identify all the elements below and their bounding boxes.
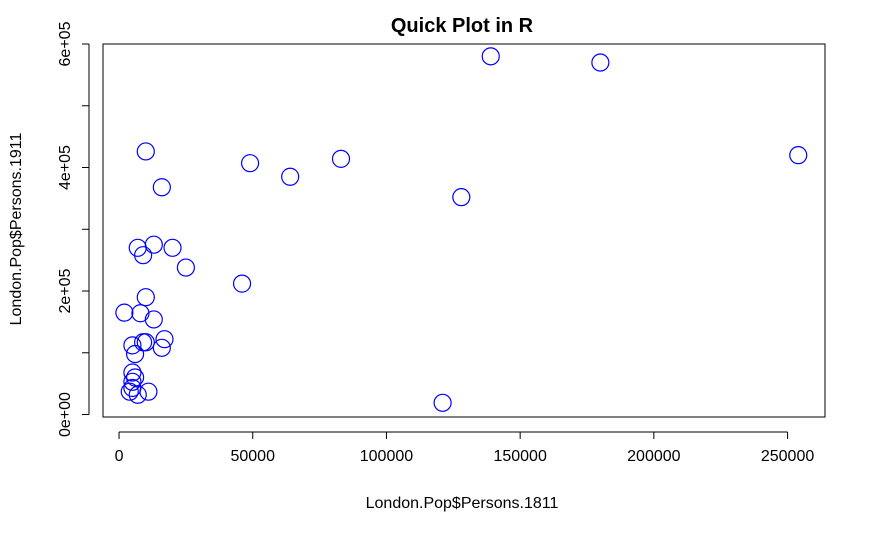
data-point xyxy=(120,382,139,401)
x-tick-label: 100000 xyxy=(360,448,413,465)
data-point xyxy=(152,338,171,357)
data-point xyxy=(136,288,155,307)
data-point xyxy=(125,344,145,364)
data-point xyxy=(128,238,147,257)
data-point xyxy=(591,53,610,72)
data-point xyxy=(281,167,300,186)
x-tick-label: 200000 xyxy=(627,448,680,465)
data-point xyxy=(134,246,153,265)
data-point xyxy=(144,310,163,329)
x-axis: 0 50000 100000 150000 200000 250000 xyxy=(115,431,814,465)
plot-area-border xyxy=(102,43,826,418)
data-point xyxy=(176,258,195,277)
y-tick-label: 6e+05 xyxy=(57,21,74,66)
data-point xyxy=(232,274,252,293)
data-point xyxy=(152,178,171,197)
data-point xyxy=(163,238,182,257)
data-point xyxy=(123,363,142,382)
y-axis: 0e+00 2e+05 4e+05 6e+05 xyxy=(57,21,90,437)
data-point xyxy=(123,336,142,355)
data-point xyxy=(155,330,174,349)
x-tick-label: 250000 xyxy=(761,448,814,465)
x-axis-label: London.Pop$Persons.1811 xyxy=(366,495,559,512)
x-tick-label: 50000 xyxy=(230,448,275,465)
y-tick-label: 4e+05 xyxy=(57,145,74,190)
data-point xyxy=(433,393,452,412)
data-point xyxy=(136,333,155,352)
data-points xyxy=(115,47,808,412)
data-point xyxy=(136,142,155,161)
y-tick-label: 0e+00 xyxy=(57,392,74,437)
chart-title: Quick Plot in R xyxy=(391,15,534,37)
data-point xyxy=(131,304,150,323)
data-point xyxy=(115,303,134,322)
data-point xyxy=(452,188,471,207)
data-point xyxy=(125,368,145,387)
data-point xyxy=(144,235,163,254)
y-tick-label: 2e+05 xyxy=(57,268,74,313)
x-tick-label: 150000 xyxy=(493,448,546,465)
data-point xyxy=(128,385,147,404)
data-point xyxy=(331,149,351,168)
data-point xyxy=(123,372,142,391)
data-point xyxy=(481,47,500,66)
data-point xyxy=(789,146,808,165)
data-point xyxy=(139,382,158,401)
y-axis-label: London.Pop$Persons.1911 xyxy=(8,133,25,326)
data-point xyxy=(240,154,260,173)
x-tick-label: 0 xyxy=(115,448,124,465)
